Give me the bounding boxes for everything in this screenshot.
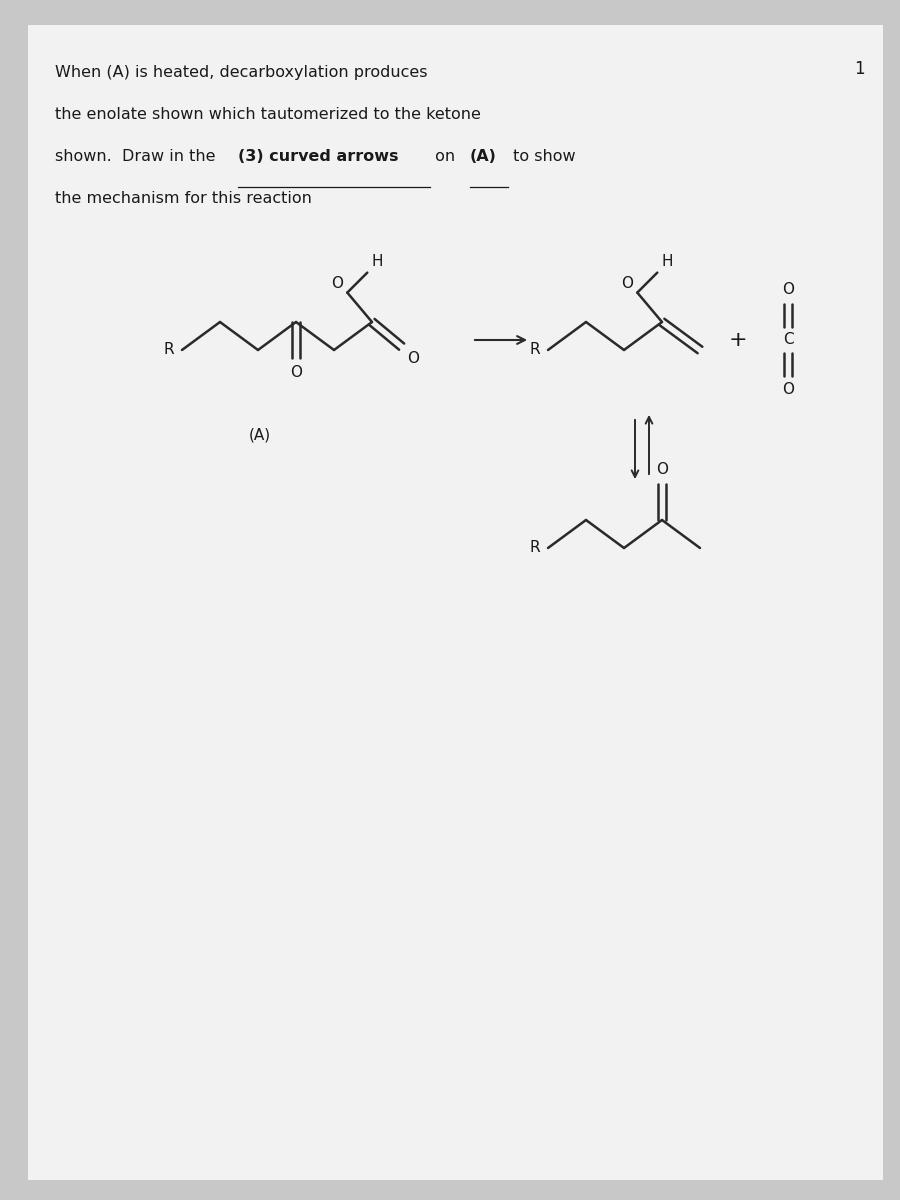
Text: R: R (529, 342, 540, 358)
Text: shown.  Draw in the: shown. Draw in the (55, 149, 226, 164)
Text: H: H (372, 253, 382, 269)
Text: C: C (783, 332, 793, 348)
Text: H: H (662, 253, 673, 269)
Text: O: O (782, 383, 794, 397)
Text: to show: to show (508, 149, 576, 164)
Text: O: O (290, 366, 302, 380)
Text: (A): (A) (249, 428, 271, 443)
Text: O: O (656, 462, 668, 476)
Text: O: O (782, 282, 794, 298)
Text: R: R (164, 342, 174, 358)
Text: O: O (331, 276, 343, 290)
Text: When (A) is heated, decarboxylation produces: When (A) is heated, decarboxylation prod… (55, 65, 427, 80)
Text: O: O (621, 276, 634, 290)
Text: the mechanism for this reaction: the mechanism for this reaction (55, 191, 312, 206)
Text: +: + (729, 330, 747, 350)
FancyBboxPatch shape (28, 25, 883, 1180)
Text: 1: 1 (854, 60, 865, 78)
Text: (A): (A) (470, 149, 497, 164)
Text: the enolate shown which tautomerized to the ketone: the enolate shown which tautomerized to … (55, 107, 481, 122)
Text: (3) curved arrows: (3) curved arrows (238, 149, 399, 164)
Text: R: R (529, 540, 540, 556)
Text: O: O (407, 350, 418, 366)
Text: on: on (430, 149, 460, 164)
